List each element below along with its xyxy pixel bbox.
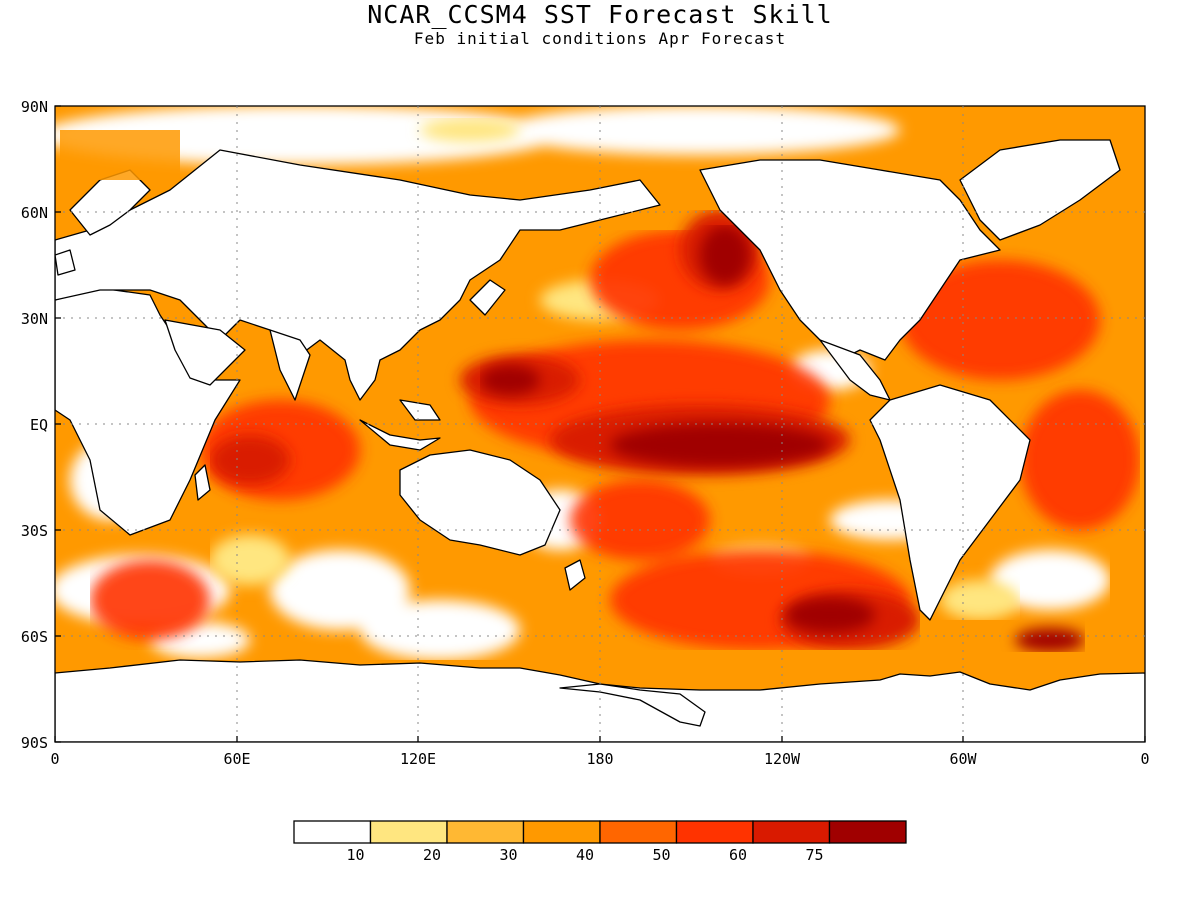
legend-label: 10	[346, 846, 364, 864]
legend-swatch	[446, 820, 525, 844]
lon-tick-label: 60W	[949, 750, 977, 768]
legend-label: 75	[805, 846, 823, 864]
lat-tick-label: 90N	[21, 98, 48, 116]
map-title: NCAR_CCSM4 SST Forecast Skill	[367, 0, 833, 29]
lat-tick-label: 60N	[21, 204, 48, 222]
lon-tick-labels: 0 60E 120E 180 120W 60W 0	[50, 750, 1149, 768]
legend-swatch	[675, 820, 754, 844]
lon-tick-label: 180	[586, 750, 613, 768]
legend-swatch	[599, 820, 678, 844]
lat-tick-label: 60S	[21, 628, 48, 646]
coastlines	[55, 139, 1145, 742]
legend-label: 20	[423, 846, 441, 864]
lon-tick-label: 120W	[764, 750, 801, 768]
graticule	[55, 106, 1145, 742]
legend-label: 60	[729, 846, 747, 864]
legend-label: 50	[652, 846, 670, 864]
map-subtitle: Feb initial conditions Apr Forecast	[413, 29, 787, 48]
legend-swatch	[828, 820, 907, 844]
legend-swatch	[752, 820, 831, 844]
legend-swatch	[293, 820, 372, 844]
lat-tick-label: 90S	[21, 734, 48, 752]
lon-tick-label: 0	[50, 750, 59, 768]
legend-colorbar	[293, 820, 907, 844]
legend-swatch	[369, 820, 448, 844]
lon-tick-label: 0	[1140, 750, 1149, 768]
lat-tick-labels: 90N 60N 30N EQ 30S 60S 90S	[21, 98, 48, 752]
lon-tick-label: 60E	[223, 750, 250, 768]
lat-tick-label: EQ	[30, 416, 48, 434]
lat-tick-label: 30N	[21, 310, 48, 328]
lon-tick-label: 120E	[400, 750, 436, 768]
legend-label: 30	[499, 846, 517, 864]
legend-swatch	[522, 820, 601, 844]
legend-labels: 10 20 30 40 50 60 75	[346, 846, 823, 864]
lat-tick-label: 30S	[21, 522, 48, 540]
legend-label: 40	[576, 846, 594, 864]
